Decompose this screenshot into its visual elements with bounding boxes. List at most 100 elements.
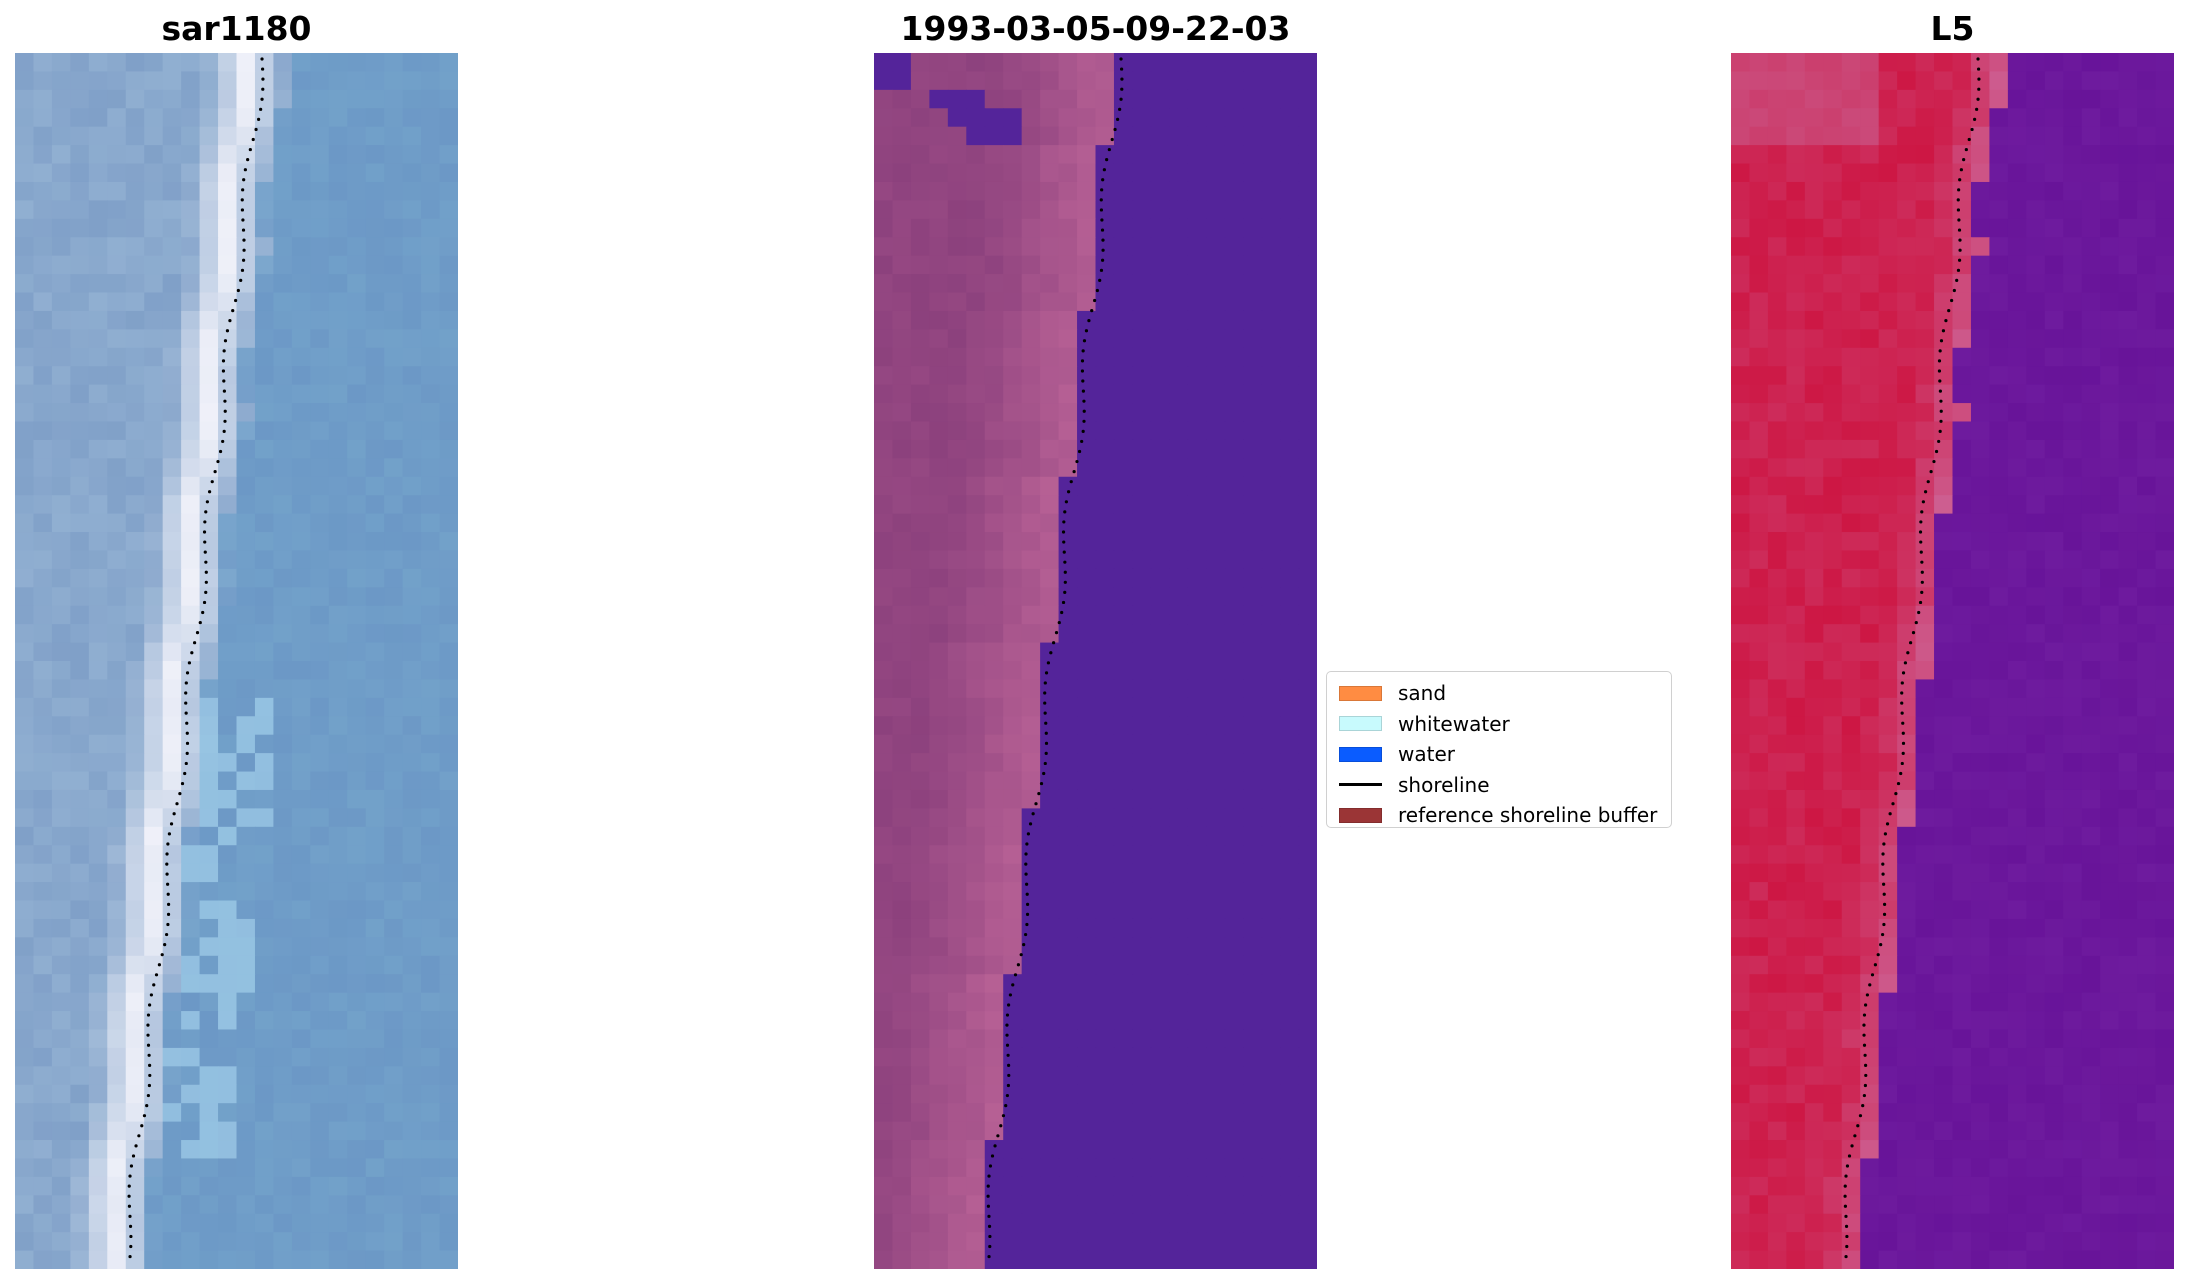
shoreline-point	[986, 1184, 990, 1188]
false-color-pixel	[2100, 1140, 2120, 1160]
class-pixel	[929, 347, 949, 367]
false-color-pixel	[1860, 605, 1880, 625]
class-pixel	[1169, 918, 1189, 938]
sar-pixel	[310, 863, 330, 883]
sar-pixel	[88, 716, 108, 736]
false-color-pixel	[1934, 495, 1954, 515]
class-pixel	[984, 439, 1004, 459]
sar-pixel	[107, 771, 127, 791]
false-color-pixel	[1897, 1140, 1917, 1160]
sar-pixel	[384, 1047, 404, 1067]
false-color-pixel	[2026, 900, 2046, 920]
false-color-pixel	[2081, 697, 2101, 717]
false-color-pixel	[1749, 145, 1769, 165]
false-color-pixel	[1878, 476, 1898, 496]
false-color-pixel	[1952, 974, 1972, 994]
class-pixel	[1003, 329, 1023, 349]
class-pixel	[1169, 421, 1189, 441]
class-pixel	[1261, 624, 1281, 644]
sar-pixel	[254, 274, 275, 294]
class-pixel	[1280, 237, 1300, 257]
sar-pixel	[273, 1250, 293, 1269]
sar-pixel	[365, 789, 385, 809]
false-color-pixel	[1767, 366, 1787, 386]
sar-pixel	[88, 808, 108, 828]
class-pixel	[1021, 274, 1041, 294]
false-color-pixel	[2007, 587, 2027, 607]
sar-pixel	[328, 863, 348, 883]
class-pixel	[1187, 1158, 1207, 1178]
class-pixel	[1095, 716, 1115, 736]
false-color-pixel	[2137, 384, 2157, 404]
false-color-pixel	[2063, 716, 2083, 736]
class-pixel	[929, 734, 949, 754]
class-pixel	[1040, 661, 1060, 681]
false-color-pixel	[1767, 1140, 1787, 1160]
class-pixel	[1243, 1158, 1263, 1178]
sar-pixel	[144, 108, 164, 128]
shoreline-point	[1049, 651, 1053, 655]
class-pixel	[1224, 568, 1244, 588]
sar-pixel	[144, 753, 164, 773]
false-color-pixel	[1915, 1232, 1935, 1252]
class-pixel	[1298, 274, 1317, 294]
sar-pixel	[365, 753, 385, 773]
false-color-pixel	[1731, 955, 1751, 975]
shoreline-point	[228, 319, 232, 323]
false-color-pixel	[1804, 661, 1824, 681]
false-color-pixel	[1786, 439, 1806, 459]
class-pixel	[1132, 329, 1152, 349]
shoreline-point	[149, 993, 153, 997]
false-color-pixel	[2100, 550, 2120, 570]
class-pixel	[966, 845, 986, 865]
sar-pixel	[33, 163, 53, 183]
false-color-pixel	[2155, 329, 2174, 349]
sar-pixel	[254, 1140, 275, 1160]
class-pixel	[929, 697, 949, 717]
sar-pixel	[310, 974, 330, 994]
sar-pixel	[107, 108, 127, 128]
class-pixel	[984, 697, 1004, 717]
class-pixel	[1095, 181, 1115, 201]
sar-pixel	[402, 642, 422, 662]
false-color-pixel	[2026, 826, 2046, 846]
class-pixel	[1243, 421, 1263, 441]
sar-pixel	[199, 1232, 219, 1252]
class-pixel	[1224, 1140, 1244, 1160]
sar-pixel	[236, 347, 256, 367]
sar-pixel	[107, 789, 127, 809]
sar-pixel	[365, 734, 385, 754]
false-color-pixel	[2100, 384, 2120, 404]
sar-pixel	[218, 200, 238, 220]
false-color-pixel	[1804, 605, 1824, 625]
sar-pixel	[70, 661, 90, 681]
sar-pixel	[51, 255, 71, 275]
class-pixel	[1150, 292, 1170, 312]
class-pixel	[1298, 513, 1317, 533]
class-pixel	[1132, 476, 1152, 496]
sar-pixel	[15, 495, 35, 515]
sar-pixel	[125, 753, 145, 773]
shoreline-point	[1022, 943, 1026, 947]
sar-pixel	[291, 679, 311, 699]
false-color-pixel	[1989, 458, 2009, 478]
false-color-pixel	[2026, 255, 2046, 275]
sar-pixel	[439, 845, 458, 865]
false-color-pixel	[2100, 310, 2120, 330]
false-color-pixel	[1823, 255, 1843, 275]
false-color-pixel	[1860, 163, 1880, 183]
false-color-pixel	[1934, 1140, 1954, 1160]
shoreline-point	[1101, 178, 1105, 182]
false-color-pixel	[2155, 1029, 2174, 1049]
shoreline-point	[131, 1154, 136, 1158]
false-color-pixel	[1915, 145, 1935, 165]
false-color-pixel	[1860, 1066, 1880, 1086]
sar-pixel	[236, 1176, 256, 1196]
sar-pixel	[384, 329, 404, 349]
sar-pixel	[144, 329, 164, 349]
sar-pixel	[88, 163, 108, 183]
class-pixel	[1243, 845, 1263, 865]
class-pixel	[1095, 734, 1115, 754]
class-pixel	[1280, 292, 1300, 312]
class-pixel	[1058, 255, 1078, 275]
